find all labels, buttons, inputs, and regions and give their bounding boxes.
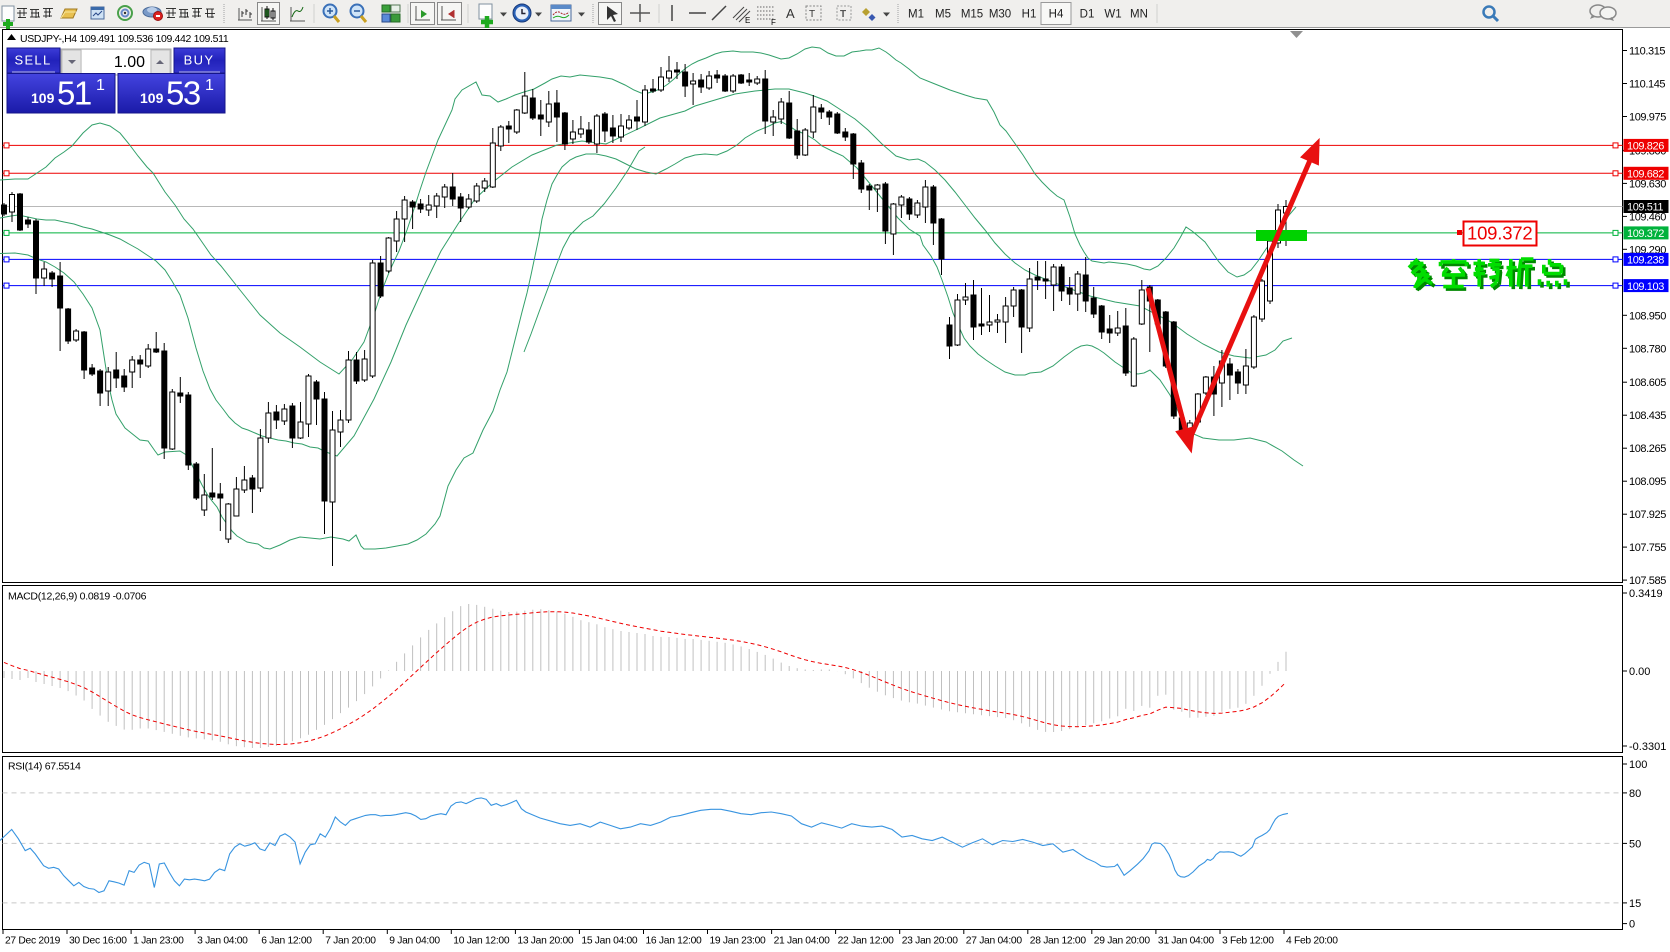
svg-text:A: A (786, 6, 795, 21)
svg-text:27 Jan 04:00: 27 Jan 04:00 (966, 936, 1023, 947)
svg-text:108.095: 108.095 (1629, 476, 1666, 488)
svg-text:27 Dec 2019: 27 Dec 2019 (5, 936, 61, 947)
svg-text:1 Jan 23:00: 1 Jan 23:00 (133, 936, 184, 947)
svg-text:21 Jan 04:00: 21 Jan 04:00 (774, 936, 831, 947)
svg-text:3 Jan 04:00: 3 Jan 04:00 (197, 936, 248, 947)
svg-text:109.238: 109.238 (1627, 255, 1664, 267)
svg-text:109.682: 109.682 (1627, 169, 1664, 181)
svg-text:0.00: 0.00 (1629, 666, 1650, 678)
svg-text:80: 80 (1629, 788, 1641, 800)
svg-text:28 Jan 12:00: 28 Jan 12:00 (1030, 936, 1087, 947)
svg-text:100: 100 (1629, 759, 1647, 771)
svg-text:15 Jan 04:00: 15 Jan 04:00 (581, 936, 638, 947)
svg-text:T: T (809, 9, 815, 20)
svg-text:53: 53 (166, 75, 200, 112)
svg-text:29 Jan 20:00: 29 Jan 20:00 (1094, 936, 1151, 947)
svg-text:109: 109 (140, 90, 164, 106)
svg-text:107.925: 107.925 (1629, 509, 1666, 521)
svg-text:50: 50 (1629, 838, 1641, 850)
svg-text:108.780: 108.780 (1629, 343, 1666, 355)
svg-text:30 Dec 16:00: 30 Dec 16:00 (69, 936, 127, 947)
svg-text:D1: D1 (1080, 9, 1095, 21)
svg-text:F: F (771, 18, 776, 27)
svg-text:110.315: 110.315 (1629, 46, 1665, 58)
svg-text:15: 15 (1629, 898, 1641, 910)
svg-text:13 Jan 20:00: 13 Jan 20:00 (517, 936, 574, 947)
svg-text:23 Jan 20:00: 23 Jan 20:00 (902, 936, 959, 947)
svg-text:109.975: 109.975 (1629, 112, 1666, 124)
svg-text:M5: M5 (935, 9, 951, 21)
svg-text:T: T (840, 9, 846, 20)
svg-text:110.145: 110.145 (1629, 79, 1665, 91)
svg-text:109.372: 109.372 (1627, 228, 1664, 240)
svg-text:107.585: 107.585 (1629, 575, 1666, 587)
svg-text:109: 109 (31, 90, 55, 106)
svg-text:109.372: 109.372 (1467, 223, 1532, 244)
svg-text:-0.3301: -0.3301 (1629, 741, 1666, 753)
svg-text:109.460: 109.460 (1629, 211, 1666, 223)
svg-text:M30: M30 (989, 9, 1011, 21)
svg-text:109.290: 109.290 (1629, 244, 1666, 256)
svg-text:M1: M1 (908, 9, 924, 21)
svg-text:3 Feb 12:00: 3 Feb 12:00 (1222, 936, 1274, 947)
svg-text:1: 1 (96, 77, 105, 94)
svg-text:USDJPY-,H4 109.491 109.536 10: USDJPY-,H4 109.491 109.536 109.442 109.5… (20, 33, 229, 45)
svg-text:SELL: SELL (14, 53, 51, 68)
svg-text:4 Feb 20:00: 4 Feb 20:00 (1286, 936, 1338, 947)
svg-text:H4: H4 (1049, 9, 1064, 21)
svg-text:RSI(14) 67.5514: RSI(14) 67.5514 (8, 761, 81, 773)
svg-text:6 Jan 12:00: 6 Jan 12:00 (261, 936, 312, 947)
svg-text:22 Jan 12:00: 22 Jan 12:00 (838, 936, 895, 947)
svg-text:0.3419: 0.3419 (1629, 588, 1663, 600)
svg-text:H1: H1 (1022, 9, 1037, 21)
svg-text:109.103: 109.103 (1627, 281, 1664, 293)
svg-text:31 Jan 04:00: 31 Jan 04:00 (1158, 936, 1215, 947)
svg-text:108.265: 108.265 (1629, 443, 1666, 455)
svg-text:M15: M15 (961, 9, 983, 21)
svg-text:9 Jan 04:00: 9 Jan 04:00 (389, 936, 440, 947)
svg-text:1: 1 (205, 77, 214, 94)
svg-text:109.826: 109.826 (1627, 141, 1664, 153)
svg-text:W1: W1 (1104, 9, 1121, 21)
svg-text:108.435: 108.435 (1629, 410, 1666, 422)
svg-text:109.630: 109.630 (1629, 178, 1666, 190)
svg-text:107.755: 107.755 (1629, 542, 1666, 554)
svg-text:MACD(12,26,9) 0.0819 -0.0706: MACD(12,26,9) 0.0819 -0.0706 (8, 591, 147, 603)
svg-text:16 Jan 12:00: 16 Jan 12:00 (646, 936, 703, 947)
svg-text:51: 51 (57, 75, 91, 112)
svg-text:19 Jan 23:00: 19 Jan 23:00 (710, 936, 767, 947)
svg-text:1.00: 1.00 (114, 54, 145, 71)
svg-text:E: E (745, 16, 750, 25)
svg-text:7 Jan 20:00: 7 Jan 20:00 (325, 936, 376, 947)
svg-text:MN: MN (1130, 9, 1148, 21)
svg-text:BUY: BUY (184, 53, 215, 68)
svg-text:108.950: 108.950 (1629, 310, 1666, 322)
svg-text:109.511: 109.511 (1627, 202, 1663, 214)
svg-text:108.605: 108.605 (1629, 377, 1666, 389)
svg-text:0: 0 (1629, 919, 1635, 931)
svg-text:10 Jan 12:00: 10 Jan 12:00 (453, 936, 510, 947)
